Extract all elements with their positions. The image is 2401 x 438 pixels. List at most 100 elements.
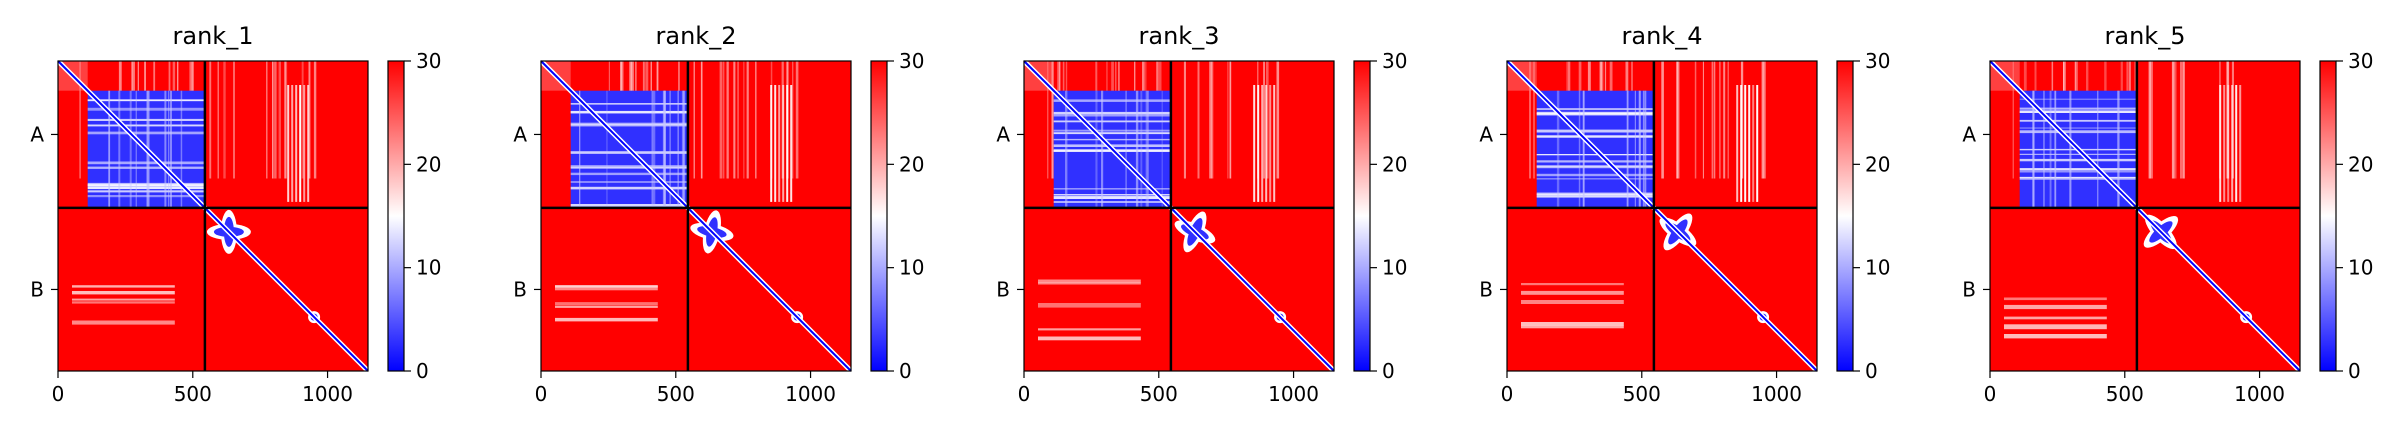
x-tick-label: 1000	[1268, 382, 1319, 406]
pae-streaks-b	[2004, 297, 2107, 339]
pae-stripe	[1638, 90, 1641, 207]
pae-stripe	[570, 165, 687, 168]
pae-streak	[1197, 61, 1200, 179]
y-label-b: B	[996, 277, 1010, 301]
pae-stripe	[2019, 176, 2136, 179]
pae-streak	[72, 291, 175, 295]
pae-streak	[2012, 61, 2014, 179]
pae-streak	[1266, 61, 1269, 179]
panel-5: rank_5 A B 0 500 1000 0 10 20 30	[1962, 22, 2373, 406]
pae-stripe	[87, 190, 204, 193]
pae-streak	[1273, 85, 1276, 202]
pae-stripe	[1536, 178, 1653, 180]
pae-stripe	[570, 181, 687, 183]
pae-stripe	[570, 151, 687, 154]
pae-streak	[1265, 85, 1268, 202]
pae-stripe	[1145, 90, 1148, 207]
pae-stripe	[1556, 90, 1560, 207]
colorbar-tick-label: 10	[1865, 256, 1890, 280]
pae-stripe	[87, 99, 204, 101]
pae-stripe	[1053, 201, 1170, 203]
pae-stripe	[669, 90, 671, 207]
colorbar-tick-label: 0	[416, 359, 429, 383]
pae-streak	[2227, 85, 2230, 202]
pae-diagonal	[540, 60, 852, 372]
colorbar-tick-label: 0	[2348, 359, 2361, 383]
pae-stripe	[1125, 90, 1127, 207]
pae-streak	[1529, 61, 1531, 179]
pae-streak	[303, 85, 306, 202]
pae-streak	[774, 85, 777, 202]
pae-streak	[79, 61, 81, 179]
pae-stripe	[570, 186, 687, 190]
y-label-a: A	[996, 122, 1010, 146]
pae-stripe	[1536, 165, 1653, 167]
x-tick-label: 0	[535, 382, 548, 406]
pae-stripe	[570, 166, 687, 169]
colorbar-tick-label: 10	[2348, 256, 2373, 280]
panel-title: rank_2	[656, 22, 737, 50]
pae-streak	[266, 61, 268, 179]
pae-streak	[2004, 297, 2107, 301]
colorbar-tick-label: 20	[2348, 152, 2373, 176]
pae-stripe	[1536, 154, 1653, 156]
colorbar-tick-label: 10	[899, 256, 924, 280]
heatmap-axes	[539, 59, 853, 373]
pae-streak	[1727, 61, 1729, 179]
pae-stripe	[180, 90, 183, 207]
colorbar	[1836, 60, 1854, 372]
pae-stripe	[653, 90, 656, 207]
pae-streak	[790, 85, 793, 202]
pae-stripe	[1536, 129, 1653, 133]
pae-streak	[1183, 61, 1186, 179]
x-tick-label: 500	[2106, 382, 2144, 406]
pae-stripe	[1536, 166, 1653, 169]
pae-streak	[555, 305, 658, 308]
pae-streak	[1038, 336, 1141, 341]
panel-title: rank_3	[1139, 22, 1220, 50]
colorbar	[1353, 60, 1371, 372]
pae-stripe	[1053, 129, 1170, 132]
pae-stripe	[87, 118, 204, 121]
pae-streak	[1276, 61, 1280, 179]
pae-streak	[1038, 328, 1141, 331]
panel-3: rank_3 A B 0 500 1000 0 10 20 30	[996, 22, 1407, 406]
pae-stripe	[108, 90, 111, 207]
pae-stripe	[1053, 188, 1170, 190]
pae-stripe	[1053, 132, 1170, 135]
pae-diagonal	[1023, 60, 1335, 372]
pae-streak	[693, 61, 695, 179]
pae-streak	[1748, 85, 1751, 202]
pae-streak	[72, 285, 175, 288]
pae-stripe	[1101, 90, 1103, 207]
colorbar-tick-label: 30	[1382, 49, 1407, 73]
pae-stripe	[2069, 90, 2071, 207]
pae-stripe	[2019, 127, 2136, 129]
x-tick-label: 0	[1018, 382, 1031, 406]
pae-streak	[1209, 61, 1212, 179]
pae-stripe	[1578, 90, 1581, 207]
pae-stripe	[1053, 194, 1170, 196]
pae-streak	[1253, 85, 1256, 202]
pae-stripe	[1536, 113, 1653, 116]
x-tick-label: 500	[1140, 382, 1178, 406]
pae-stripe	[570, 122, 687, 124]
heatmap-axes	[1988, 59, 2302, 373]
pae-streak	[1051, 61, 1054, 179]
pae-streak	[72, 301, 175, 304]
pae-streak	[217, 61, 219, 179]
x-tick-label: 0	[1984, 382, 1997, 406]
y-label-a: A	[513, 122, 527, 146]
pae-stripe	[2019, 130, 2136, 134]
pae-streak	[700, 61, 703, 179]
colorbar-tick-label: 30	[1865, 49, 1890, 73]
pae-streak	[555, 285, 658, 288]
pae-streak	[2173, 61, 2177, 179]
pae-stripe	[170, 90, 172, 207]
colorbar-tick-label: 0	[899, 359, 912, 383]
axes-frame	[57, 60, 369, 372]
pae-stripe	[2069, 90, 2072, 207]
pae-streak	[1711, 61, 1714, 179]
pae-stripe	[164, 90, 167, 207]
pae-streak	[1740, 85, 1743, 202]
